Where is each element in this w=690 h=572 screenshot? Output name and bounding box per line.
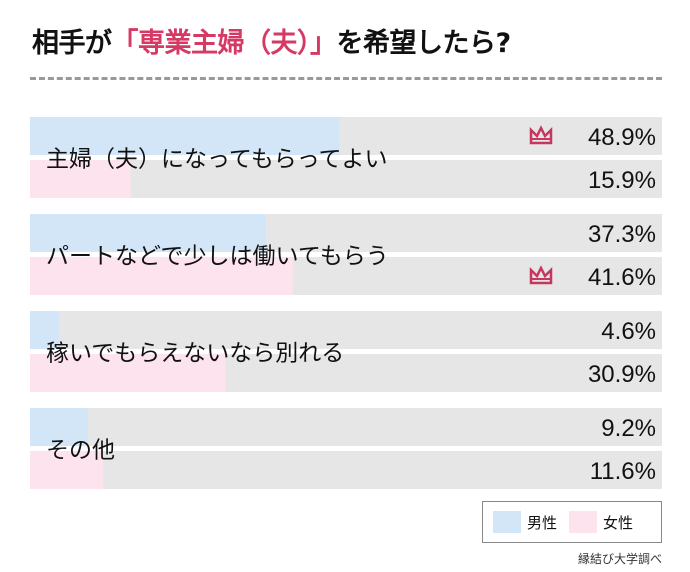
title-pre: 相手が <box>32 28 112 59</box>
title-accent: 「専業主婦（夫）」 <box>111 28 338 59</box>
category-label: 主婦（夫）になってもらってよい <box>46 147 388 173</box>
bar-track-male <box>30 311 662 349</box>
bar-female <box>30 160 131 198</box>
bar-male <box>30 408 89 446</box>
title-divider <box>30 77 662 80</box>
bar-female <box>30 257 293 295</box>
data-label-female: 41.6% <box>588 264 656 291</box>
data-label-male: 4.6% <box>601 318 656 345</box>
crown-icon <box>529 265 553 285</box>
legend-label-male: 男性 <box>527 513 558 532</box>
bar-track-female <box>30 451 662 489</box>
chart-title: 相手が「専業主婦（夫）」を希望したら? <box>32 24 511 64</box>
legend-item-female: 女性 <box>569 511 633 533</box>
legend-item-male: 男性 <box>493 511 557 533</box>
bar-male <box>30 117 339 155</box>
bar-track-female <box>30 160 662 198</box>
source-note: 縁結び大学調べ <box>577 552 662 566</box>
data-label-female: 30.9% <box>588 361 656 388</box>
legend-swatch-female <box>569 511 598 533</box>
bar-female <box>30 354 226 392</box>
legend-label-female: 女性 <box>603 513 634 532</box>
bar-track-male <box>30 408 662 446</box>
data-label-female: 15.9% <box>588 167 656 194</box>
category-label: 稼いでもらえないなら別れる <box>46 341 344 367</box>
crown-icon <box>529 125 553 145</box>
data-label-female: 11.6% <box>590 458 656 485</box>
bar-female <box>30 451 104 489</box>
data-label-male: 48.9% <box>588 124 656 151</box>
data-label-male: 9.2% <box>601 415 656 442</box>
bar-chart: 48.9% 15.9% 主婦（夫）になってもらってよい 37.3% 41.6% パートなど… <box>30 117 662 489</box>
bar-male <box>30 311 60 349</box>
legend: 男性 女性 <box>482 501 662 543</box>
category-label: その他 <box>46 438 115 464</box>
title-post: を希望したら? <box>336 28 512 59</box>
legend-swatch-male <box>493 511 521 533</box>
category-label: パートなどで少しは働いてもらう <box>46 244 389 270</box>
bar-male <box>30 214 266 252</box>
data-label-male: 37.3% <box>588 221 656 248</box>
